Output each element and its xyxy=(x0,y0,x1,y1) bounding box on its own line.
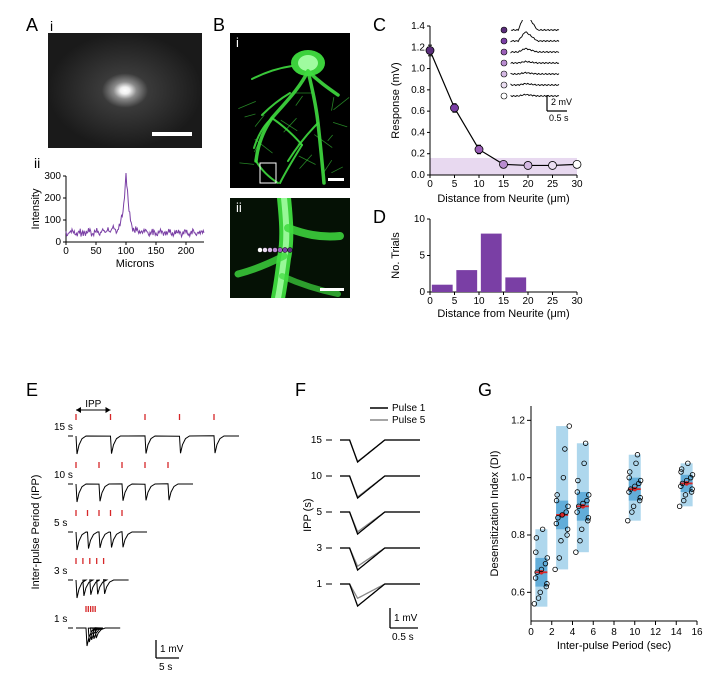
svg-text:15: 15 xyxy=(498,179,510,190)
svg-text:0: 0 xyxy=(528,627,534,638)
svg-text:30: 30 xyxy=(571,179,583,190)
svg-text:1.2: 1.2 xyxy=(411,42,425,53)
svg-text:20: 20 xyxy=(522,179,534,190)
svg-text:10 s: 10 s xyxy=(54,470,73,481)
panel-label-D: D xyxy=(373,207,386,228)
svg-text:1: 1 xyxy=(316,579,322,590)
svg-text:IPP (s): IPP (s) xyxy=(302,498,314,531)
svg-text:15: 15 xyxy=(498,296,510,307)
svg-text:0.8: 0.8 xyxy=(411,85,425,96)
svg-text:6: 6 xyxy=(590,627,596,638)
svg-text:30: 30 xyxy=(571,296,583,307)
svg-text:0: 0 xyxy=(419,287,425,298)
svg-text:1 s: 1 s xyxy=(54,614,67,625)
svg-text:0.6: 0.6 xyxy=(411,106,425,117)
svg-text:50: 50 xyxy=(90,246,102,257)
svg-text:1 mV: 1 mV xyxy=(394,613,418,624)
svg-text:5: 5 xyxy=(419,251,425,262)
svg-text:Desensitization Index (DI): Desensitization Index (DI) xyxy=(489,451,501,577)
panel-B-neuron-image: i xyxy=(230,33,350,188)
svg-text:150: 150 xyxy=(148,246,165,257)
svg-text:0.5 s: 0.5 s xyxy=(392,632,414,643)
svg-text:0.0: 0.0 xyxy=(411,170,425,181)
svg-text:5 s: 5 s xyxy=(159,662,172,673)
svg-text:3 s: 3 s xyxy=(54,566,67,577)
svg-text:0.6: 0.6 xyxy=(511,587,525,598)
svg-text:2 mV: 2 mV xyxy=(551,97,572,107)
svg-text:200: 200 xyxy=(44,193,61,204)
svg-text:25: 25 xyxy=(547,296,559,307)
svg-text:Pulse 1: Pulse 1 xyxy=(392,403,426,414)
panel-F-overlay-traces: Pulse 1Pulse 5 IPP (s) 15 10 5 3 1 1 mV 0.5 s xyxy=(300,398,470,658)
panel-D-histogram: 0 5 10 0 5 10 15 20 25 30Distance from Neurite (μ… xyxy=(388,215,583,320)
svg-text:0: 0 xyxy=(427,296,433,307)
svg-text:1.2: 1.2 xyxy=(511,415,525,426)
svg-text:5: 5 xyxy=(452,179,458,190)
svg-text:Pulse 5: Pulse 5 xyxy=(392,415,426,426)
svg-text:4: 4 xyxy=(570,627,576,638)
svg-text:8: 8 xyxy=(611,627,617,638)
svg-text:100: 100 xyxy=(44,215,61,226)
svg-text:15: 15 xyxy=(311,435,323,446)
svg-text:Microns: Microns xyxy=(116,258,155,270)
svg-text:300: 300 xyxy=(44,171,61,182)
svg-text:200: 200 xyxy=(178,246,195,257)
svg-text:5: 5 xyxy=(452,296,458,307)
svg-text:Distance from Neurite (μm): Distance from Neurite (μm) xyxy=(437,193,569,205)
svg-text:5 s: 5 s xyxy=(54,518,67,529)
svg-text:0: 0 xyxy=(55,237,61,248)
svg-text:2: 2 xyxy=(549,627,555,638)
svg-text:0.4: 0.4 xyxy=(411,127,425,138)
panel-label-B: B xyxy=(213,15,225,36)
svg-text:Inter-pulse Period (IPP): Inter-pulse Period (IPP) xyxy=(30,475,42,590)
panel-B-neurite-zoom: ii xyxy=(230,198,350,298)
panel-A-spot-image xyxy=(48,33,202,148)
svg-text:10: 10 xyxy=(629,627,641,638)
panel-label-C: C xyxy=(373,15,386,36)
panel-A-ii-label: ii xyxy=(34,155,40,171)
panel-A-intensity-chart: 0 100 200 300 0 50 100 150 200 Microns Intensity xyxy=(28,170,208,270)
svg-text:0.5 s: 0.5 s xyxy=(549,113,569,123)
svg-text:14: 14 xyxy=(671,627,683,638)
svg-text:25: 25 xyxy=(547,179,559,190)
svg-text:i: i xyxy=(236,35,239,50)
svg-text:100: 100 xyxy=(118,246,135,257)
svg-text:1 mV: 1 mV xyxy=(160,644,184,655)
svg-text:IPP: IPP xyxy=(85,399,101,410)
svg-text:3: 3 xyxy=(316,543,322,554)
svg-text:0.2: 0.2 xyxy=(411,149,425,160)
svg-text:5: 5 xyxy=(316,507,322,518)
panel-label-A: A xyxy=(26,15,38,36)
panel-G-desensitization-chart: 0.6 0.8 1.0 1.2 0 2 4 6 8 10 12 14 16 Inter-pulse Per… xyxy=(485,398,705,653)
svg-text:16: 16 xyxy=(691,627,703,638)
svg-text:0: 0 xyxy=(427,179,433,190)
svg-text:0: 0 xyxy=(63,246,69,257)
svg-text:1.4: 1.4 xyxy=(411,21,425,32)
svg-text:20: 20 xyxy=(522,296,534,307)
svg-text:1.0: 1.0 xyxy=(511,473,525,484)
svg-text:ii: ii xyxy=(236,200,242,215)
svg-text:Inter-pulse Period (sec): Inter-pulse Period (sec) xyxy=(557,640,671,652)
svg-text:12: 12 xyxy=(650,627,662,638)
svg-text:10: 10 xyxy=(414,215,426,225)
panel-E-traces: Inter-pulse Period (IPP) 15 s IPP 10 s 5 s 3 … xyxy=(28,398,288,678)
panel-A-i-label: i xyxy=(50,18,53,34)
svg-text:10: 10 xyxy=(473,179,485,190)
svg-text:No. Trials: No. Trials xyxy=(390,232,402,279)
svg-text:10: 10 xyxy=(311,471,323,482)
svg-text:Distance from Neurite (μm): Distance from Neurite (μm) xyxy=(437,308,569,320)
svg-text:Response (mV): Response (mV) xyxy=(390,62,402,138)
svg-text:1.0: 1.0 xyxy=(411,64,425,75)
svg-text:15 s: 15 s xyxy=(54,422,73,433)
panel-C-response-chart: 0.0 0.2 0.4 0.6 0.8 1.0 1.2 1.4 0 5 10 15 20 25 30Dist… xyxy=(388,20,583,205)
svg-text:0.8: 0.8 xyxy=(511,530,525,541)
svg-text:10: 10 xyxy=(473,296,485,307)
svg-text:Intensity: Intensity xyxy=(30,188,42,229)
